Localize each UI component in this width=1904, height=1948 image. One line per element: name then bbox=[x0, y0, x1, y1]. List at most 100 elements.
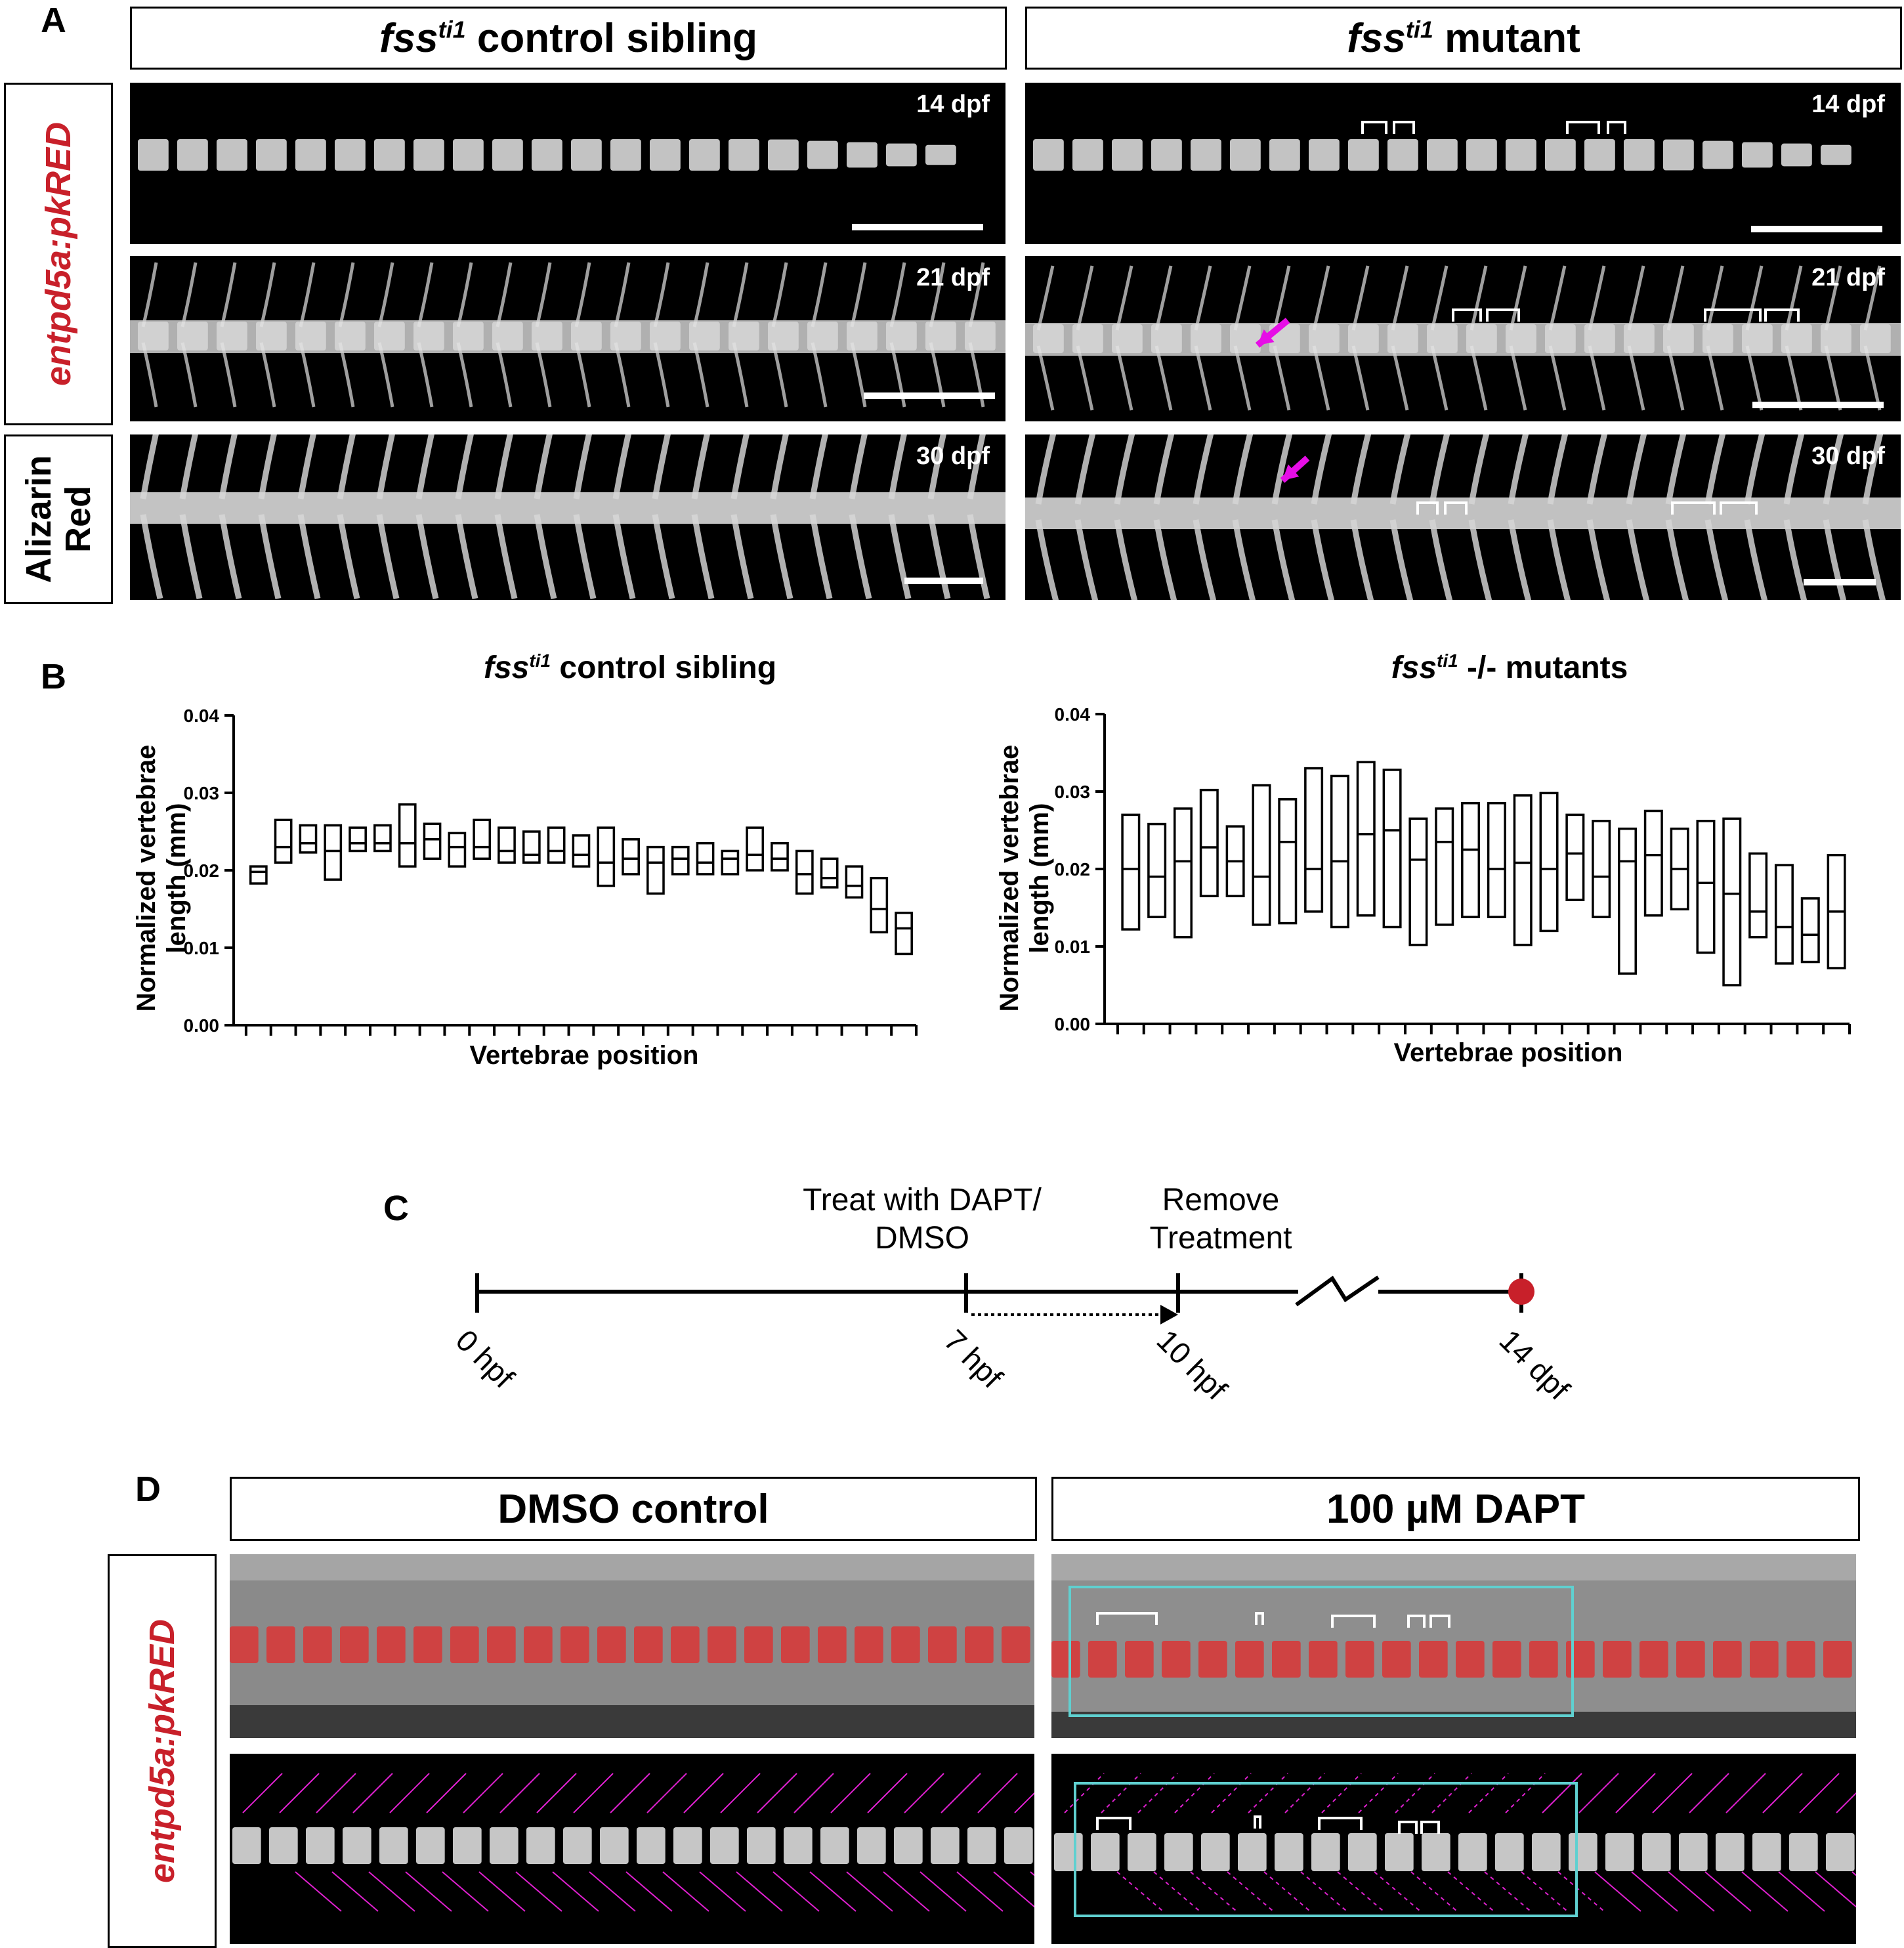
vertebra bbox=[413, 1626, 442, 1663]
vertebra bbox=[1529, 1641, 1558, 1678]
vertebral-column bbox=[1033, 324, 1891, 353]
allele: ti1 bbox=[529, 650, 551, 671]
header-rest: control sibling bbox=[465, 15, 757, 61]
floating-bar bbox=[1199, 788, 1219, 898]
vertebra bbox=[1191, 139, 1221, 171]
fusion-bracket bbox=[1254, 1815, 1261, 1829]
neural-spine bbox=[1311, 434, 1332, 505]
floating-bar bbox=[696, 841, 715, 876]
y-tick-label: 0.02 bbox=[1055, 859, 1091, 879]
remove-line-2: Treatment bbox=[1149, 1221, 1292, 1256]
floating-bar bbox=[1539, 792, 1559, 933]
haemal-spine bbox=[849, 514, 872, 600]
vertebra bbox=[1230, 324, 1261, 353]
segment-line bbox=[1468, 1773, 1509, 1813]
neural-spine bbox=[652, 434, 671, 499]
header-rest: mutant bbox=[1433, 15, 1580, 61]
segment-line bbox=[830, 1773, 871, 1813]
vertebra bbox=[266, 1626, 295, 1663]
neural-spine bbox=[1271, 434, 1293, 505]
vertebra bbox=[637, 1827, 666, 1864]
vertebra bbox=[1128, 1833, 1156, 1871]
neural-spine bbox=[849, 434, 868, 499]
vertebra bbox=[295, 322, 326, 350]
neural-spine bbox=[1666, 265, 1685, 331]
neural-spine bbox=[456, 262, 473, 328]
neural-spine bbox=[811, 262, 828, 328]
neural-spine bbox=[1232, 434, 1254, 505]
fusion-bracket bbox=[1764, 308, 1800, 322]
chart-control-sibling: 0.00 0.01 0.02 0.03 0.04 bbox=[184, 706, 918, 1036]
vertebra bbox=[340, 1626, 369, 1663]
y-tick-label: 0.01 bbox=[1055, 937, 1091, 957]
vertebra bbox=[1269, 139, 1300, 171]
haemal-spine bbox=[1035, 519, 1059, 600]
segment-line bbox=[1725, 1773, 1766, 1813]
vertebra bbox=[1624, 139, 1655, 171]
vertebra bbox=[1823, 1641, 1852, 1678]
segment-line bbox=[941, 1773, 981, 1813]
floating-bar bbox=[1408, 817, 1428, 946]
panel-a-row-label-reporter: entpd5a:pkRED bbox=[4, 83, 113, 425]
segment-line bbox=[736, 1871, 783, 1912]
title-rest: control sibling bbox=[551, 650, 777, 685]
timepoint-label: 30 dpf bbox=[1811, 442, 1885, 470]
haemal-spine bbox=[1468, 519, 1492, 600]
floating-bar bbox=[870, 877, 889, 934]
vertebra bbox=[177, 322, 208, 350]
neural-spine bbox=[1115, 265, 1133, 331]
segment-line bbox=[1815, 1871, 1856, 1908]
segment-line bbox=[1321, 1773, 1362, 1813]
floating-bar bbox=[1592, 820, 1611, 918]
vertebra bbox=[807, 322, 838, 350]
fusion-bracket bbox=[1704, 308, 1762, 322]
vertebra bbox=[671, 1626, 700, 1663]
vertebra bbox=[847, 142, 878, 168]
vertebra bbox=[925, 322, 956, 350]
vertebra bbox=[453, 322, 484, 350]
vertebra bbox=[1191, 324, 1221, 353]
ylabel-line-1: Normalized vertebrae bbox=[995, 744, 1024, 1012]
segment-line bbox=[846, 1871, 893, 1912]
segment-line bbox=[1284, 1773, 1325, 1813]
vertebra bbox=[1088, 1641, 1117, 1678]
vertebra bbox=[492, 139, 523, 171]
panel-d-letter: D bbox=[135, 1470, 161, 1509]
neural-spine bbox=[534, 434, 553, 499]
floating-bar bbox=[820, 857, 839, 889]
scale-bar bbox=[1752, 402, 1884, 408]
micrograph-mutant-14dpf: 14 dpf bbox=[1025, 83, 1901, 244]
segment-line bbox=[1014, 1792, 1034, 1813]
neural-spine bbox=[1312, 265, 1330, 331]
neural-spine bbox=[771, 262, 788, 328]
vertebra bbox=[1238, 1833, 1267, 1871]
haemal-spine bbox=[1823, 519, 1847, 600]
fusion-bracket bbox=[1444, 501, 1468, 515]
fusion-bracket bbox=[1416, 501, 1439, 515]
haemal-spine bbox=[179, 514, 203, 600]
neural-spine bbox=[1823, 434, 1844, 505]
vertebra bbox=[1201, 1833, 1230, 1871]
arrow-icon bbox=[1282, 464, 1300, 480]
vertebra bbox=[925, 144, 956, 165]
vertebra bbox=[532, 139, 562, 171]
vertebra bbox=[1566, 1641, 1595, 1678]
neural-spine bbox=[1391, 265, 1409, 331]
fusion-bracket bbox=[1486, 308, 1520, 322]
micrograph-mutant-30dpf: 30 dpf bbox=[1025, 434, 1901, 600]
vertebra bbox=[610, 139, 641, 171]
segment-line bbox=[720, 1773, 761, 1813]
neural-spine bbox=[692, 262, 709, 328]
segment-line bbox=[573, 1773, 614, 1813]
neural-spine bbox=[1114, 434, 1135, 505]
neural-spine bbox=[612, 434, 631, 499]
gene-name: fss bbox=[483, 650, 530, 685]
allele: ti1 bbox=[1437, 650, 1458, 671]
neural-spine bbox=[691, 434, 710, 499]
segment-line bbox=[662, 1871, 709, 1912]
vertebra bbox=[532, 322, 562, 350]
vertebra bbox=[1826, 1833, 1855, 1871]
vertebra bbox=[818, 1626, 847, 1663]
region-box bbox=[1074, 1782, 1578, 1917]
floating-bar bbox=[324, 824, 343, 881]
